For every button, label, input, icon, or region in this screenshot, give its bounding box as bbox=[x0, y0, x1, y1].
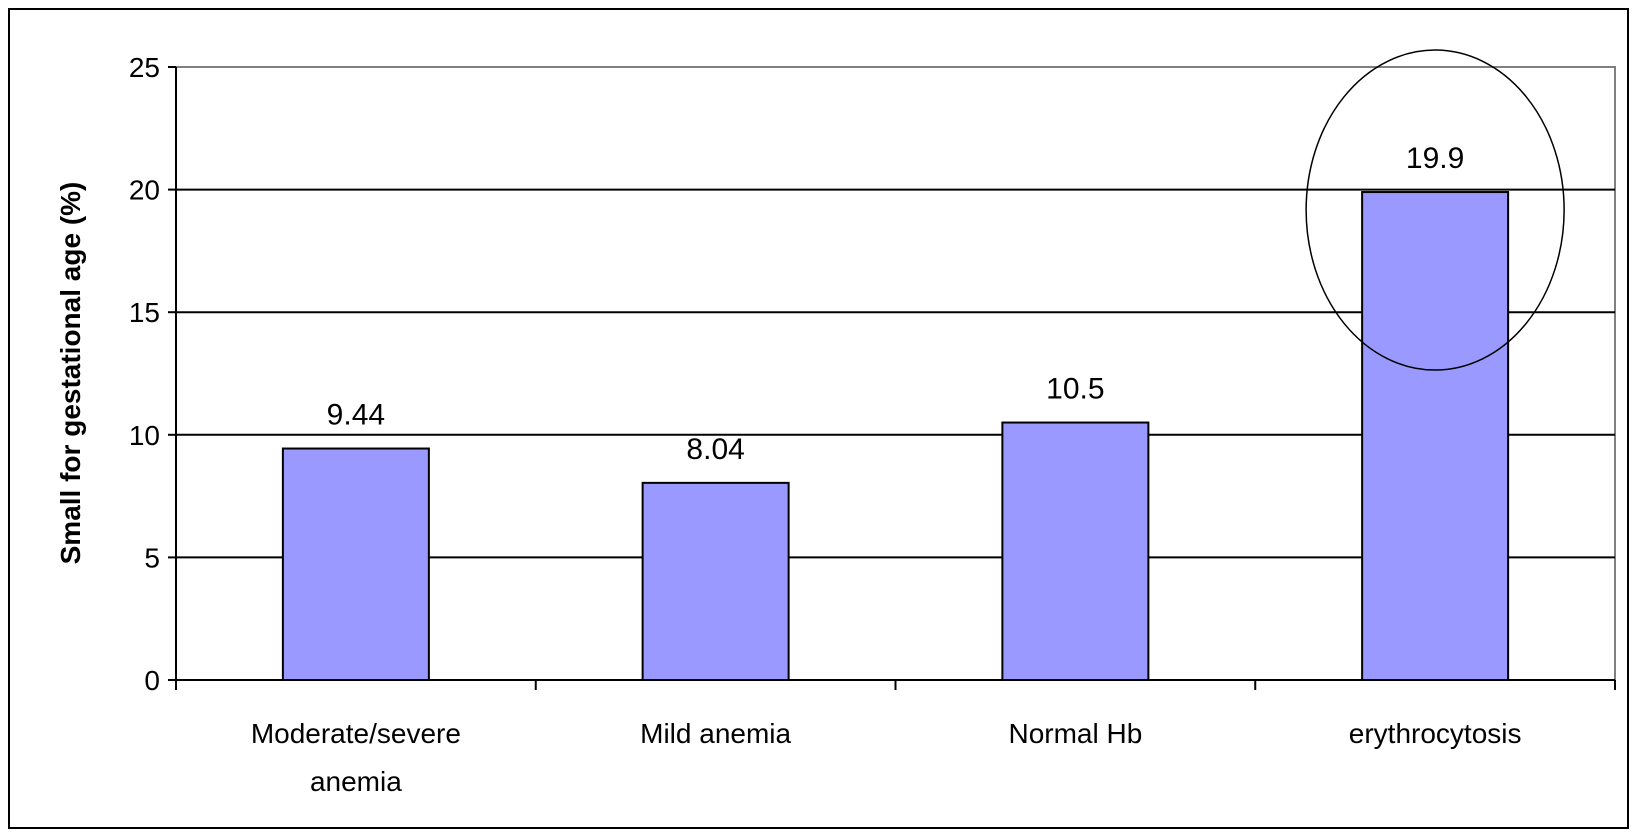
y-tick-labels: 0 5 10 15 20 25 bbox=[129, 52, 160, 696]
x-tick-label-1-0: Mild anemia bbox=[640, 718, 791, 749]
y-tick-label-15: 15 bbox=[129, 297, 160, 328]
y-tick-label-0: 0 bbox=[144, 665, 160, 696]
x-tick-label-0-0: Moderate/severe bbox=[251, 718, 461, 749]
data-label-1: 8.04 bbox=[686, 433, 744, 466]
data-label-2: 10.5 bbox=[1046, 373, 1104, 406]
bar-3 bbox=[1361, 191, 1510, 681]
data-labels: 9.44 8.04 10.5 19.9 bbox=[327, 142, 1465, 466]
y-tick-label-10: 10 bbox=[129, 420, 160, 451]
axes bbox=[168, 66, 1616, 690]
bars bbox=[281, 191, 1510, 681]
x-tick-label-0-1: anemia bbox=[310, 766, 402, 797]
bar-2 bbox=[1001, 421, 1150, 681]
y-tick-label-25: 25 bbox=[129, 52, 160, 83]
x-tick-label-3-0: erythrocytosis bbox=[1349, 718, 1522, 749]
bar-0 bbox=[281, 447, 430, 681]
data-label-0: 9.44 bbox=[327, 399, 385, 432]
y-axis-title: Small for gestational age (%) bbox=[55, 182, 86, 565]
x-tick-label-2-0: Normal Hb bbox=[1008, 718, 1142, 749]
data-label-3: 19.9 bbox=[1406, 142, 1464, 175]
bar-1 bbox=[641, 481, 790, 681]
highlight-circle bbox=[1305, 49, 1565, 371]
x-tick-labels: Moderate/severe anemia Mild anemia Normal H… bbox=[251, 718, 1522, 797]
y-tick-label-5: 5 bbox=[144, 542, 160, 573]
y-tick-label-20: 20 bbox=[129, 175, 160, 206]
